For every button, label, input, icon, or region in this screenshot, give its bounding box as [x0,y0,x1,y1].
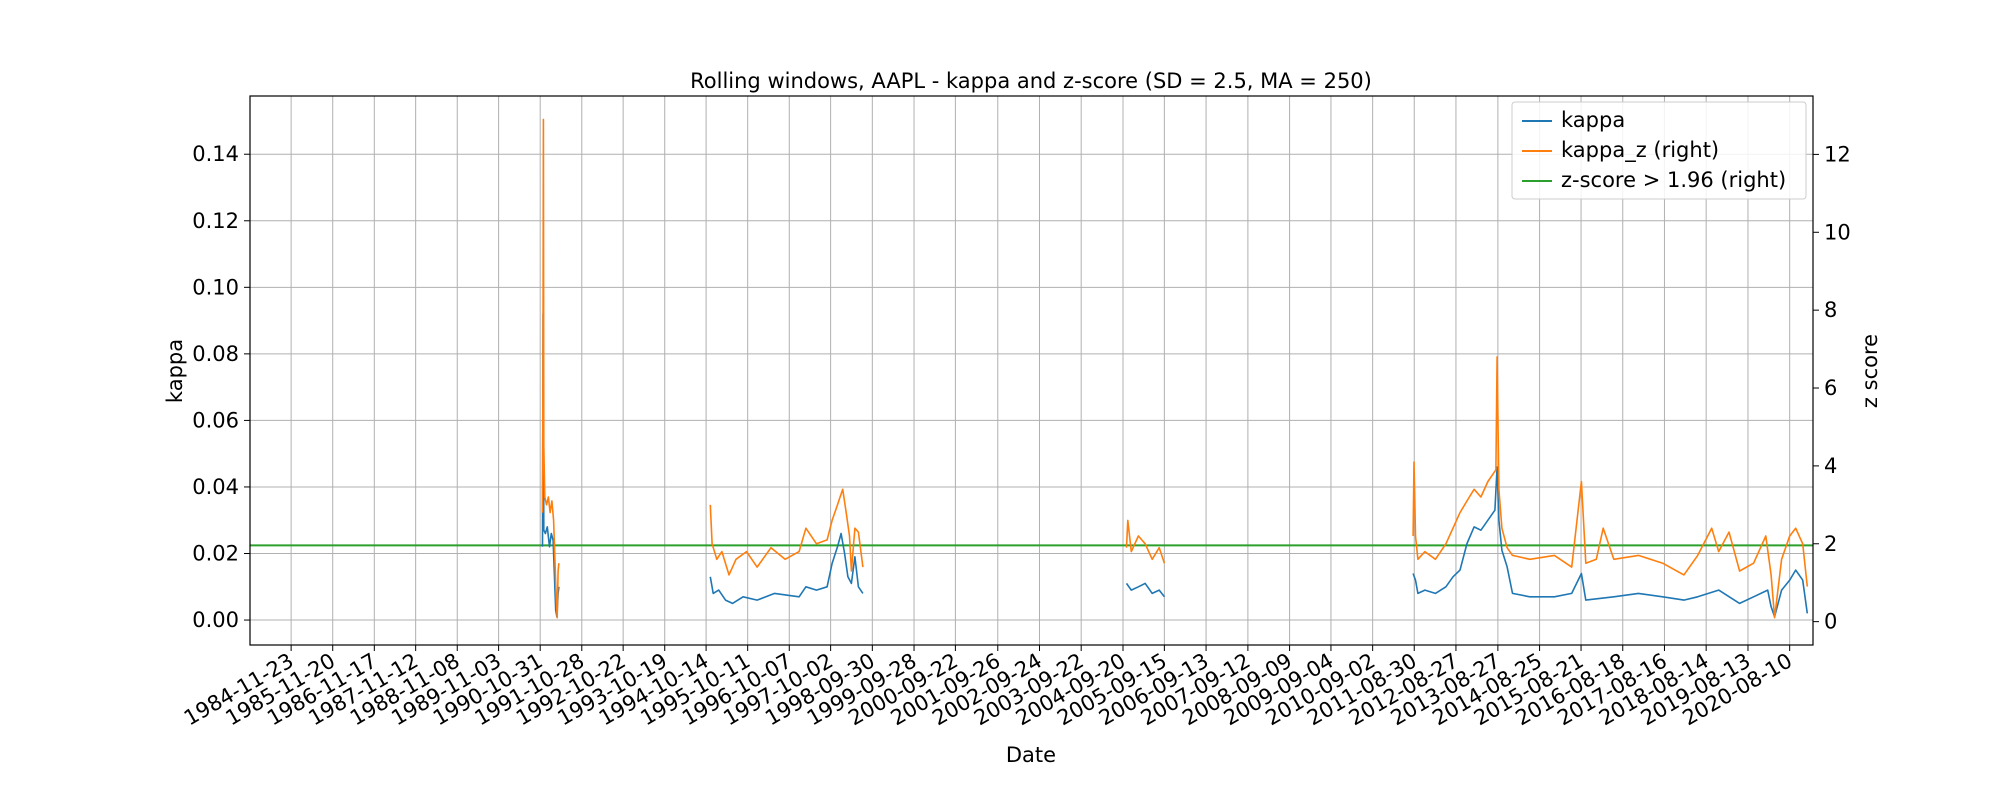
legend-box [1511,101,1807,200]
y-tick-label: 0.10 [192,275,239,299]
y2-tick-label: 4 [1824,454,1837,478]
kappa-z-line-segment [1412,356,1809,619]
series-layer [541,118,1809,619]
y-tick-label: 0.02 [192,542,239,566]
x-axis-label: Date [1006,743,1056,767]
y-tick-label: 0.00 [192,608,239,632]
y-tick-label: 0.04 [192,475,239,499]
y2-tick-label: 2 [1824,532,1837,556]
y-tick-label: 0.14 [192,142,239,166]
y-axis-label: kappa [163,339,187,403]
y2-axis-label: z score [1858,334,1882,408]
y2-tick-label: 10 [1824,220,1851,244]
y2-axis-ticks: 0 2 4 6 8 10 12 [1813,142,1851,634]
kappa-z-line-segment [1125,519,1166,564]
y-tick-label: 0.12 [192,209,239,233]
y-axis-ticks: 0.00 0.02 0.04 0.06 0.08 0.10 0.12 0.14 [192,142,250,632]
plot-frame [249,95,1814,646]
chart-title: Rolling windows, AAPL - kappa and z-scor… [690,69,1372,93]
legend-label-kappa-z: kappa_z (right) [1561,138,1719,163]
y2-tick-label: 12 [1824,142,1851,166]
legend-label-threshold: z-score > 1.96 (right) [1561,168,1786,192]
kappa-line-segment [1412,466,1809,618]
y-tick-label: 0.08 [192,342,239,366]
y-tick-label: 0.06 [192,408,239,432]
legend: kappa kappa_z (right) z-score > 1.96 (ri… [1511,101,1807,200]
grid [250,96,1813,645]
y2-tick-label: 6 [1824,376,1837,400]
legend-label-kappa: kappa [1561,108,1625,132]
kappa-line-segment [1125,582,1166,598]
x-axis-ticks: 1984-11-231985-11-201986-11-171987-11-12… [180,645,1796,730]
kappa-z-line-segment [541,118,560,619]
y2-tick-label: 8 [1824,298,1837,322]
y2-tick-label: 0 [1824,610,1837,634]
kappa-z-line-segment [709,488,864,576]
kappa-line-segment [709,532,864,605]
